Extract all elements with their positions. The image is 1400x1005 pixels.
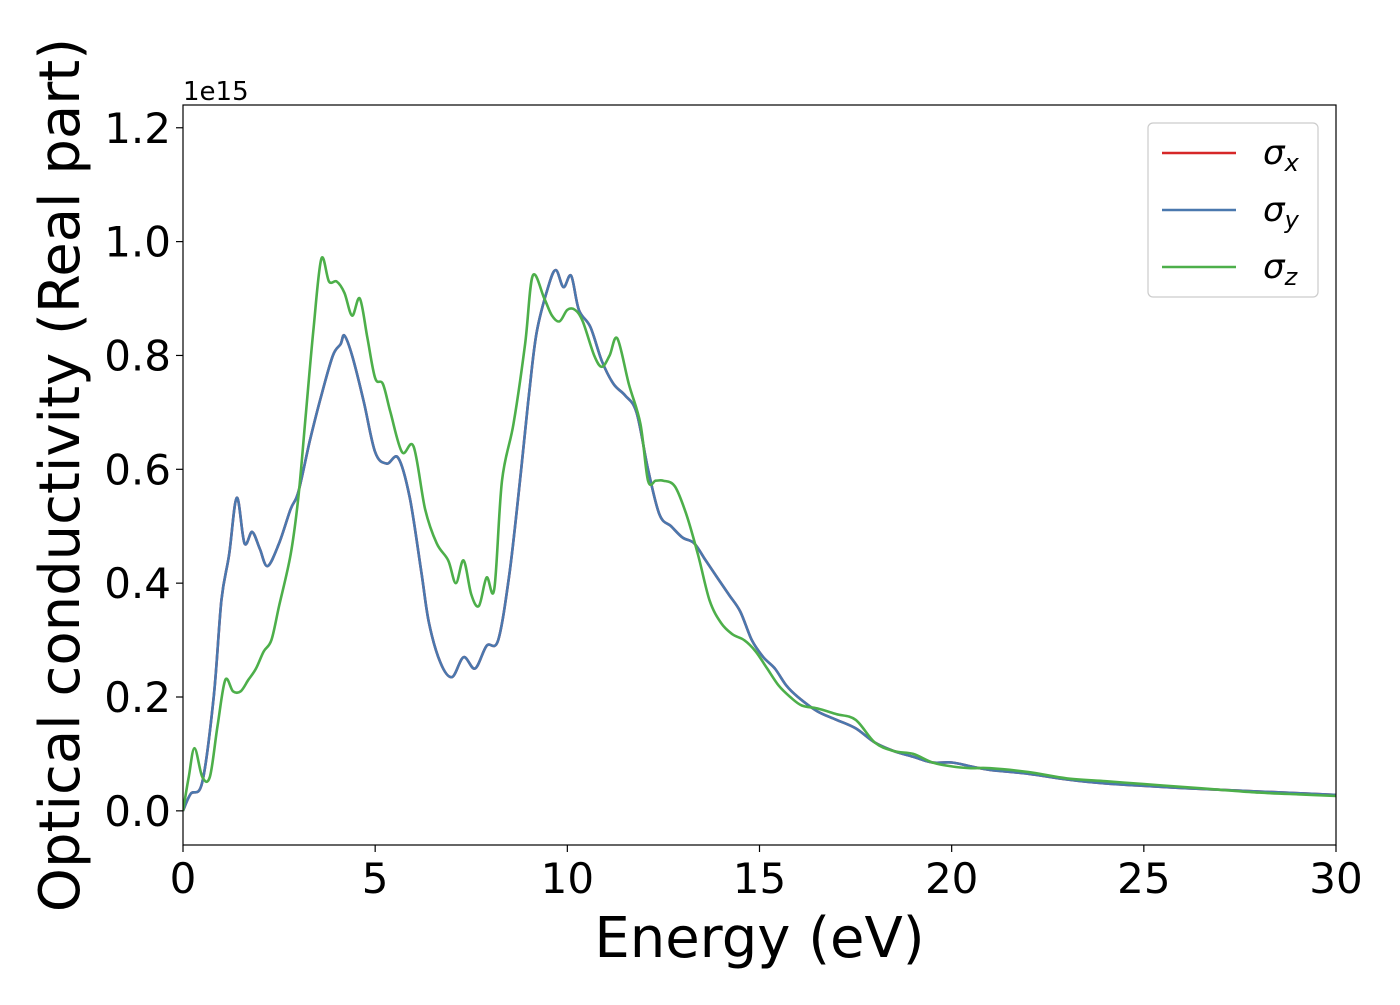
y-tick-label: 0.0 <box>104 787 171 836</box>
y-tick-label: 0.8 <box>104 331 171 380</box>
y-axis: 0.0 0.2 0.4 0.6 0.8 1.0 1.2 <box>104 104 183 836</box>
y-tick-label: 0.4 <box>104 559 171 608</box>
y-tick-label: 1.2 <box>104 104 171 153</box>
series-layer <box>183 256 1336 812</box>
y-tick-label: 0.2 <box>104 673 171 722</box>
y-tick-label: 1.0 <box>104 218 171 267</box>
y-offset-label: 1e15 <box>183 77 249 107</box>
y-axis-label: Optical conductivity (Real part) <box>28 38 93 912</box>
series-line-y <box>183 268 1336 812</box>
x-axis: 0 5 10 15 20 25 30 <box>170 845 1363 903</box>
x-axis-label: Energy (eV) <box>594 906 924 971</box>
legend-label: σz <box>1263 247 1299 291</box>
series-line-x <box>183 268 1336 812</box>
legend: σx σy σz <box>1147 122 1319 298</box>
x-tick-label: 0 <box>170 854 197 903</box>
x-tick-label: 20 <box>925 854 978 903</box>
y-tick-label: 0.6 <box>104 445 171 494</box>
x-tick-label: 15 <box>733 854 786 903</box>
x-tick-label: 5 <box>362 854 389 903</box>
legend-label: σx <box>1263 133 1300 177</box>
series-line-z <box>183 256 1336 812</box>
x-tick-label: 10 <box>541 854 594 903</box>
x-tick-label: 25 <box>1117 854 1170 903</box>
legend-label: σy <box>1263 190 1300 234</box>
x-tick-label: 30 <box>1309 854 1362 903</box>
